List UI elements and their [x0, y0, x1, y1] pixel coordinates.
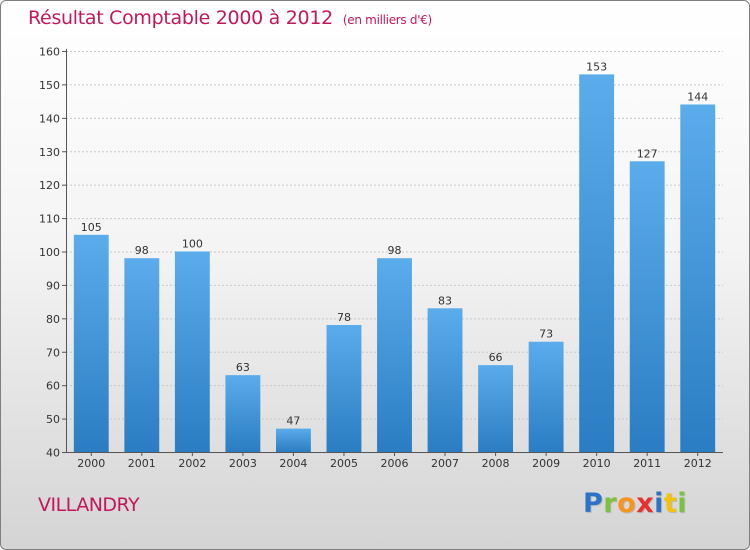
bar-value-label: 153 — [586, 60, 607, 73]
y-tick-label: 130 — [39, 146, 60, 159]
bar-value-label: 73 — [539, 328, 553, 341]
bar-value-label: 78 — [337, 311, 351, 324]
bar-value-label: 47 — [286, 415, 300, 428]
bar — [174, 251, 210, 452]
bar — [478, 365, 514, 452]
y-tick-label: 150 — [39, 79, 60, 92]
logo-letter: i — [654, 488, 664, 519]
y-tick-label: 100 — [39, 246, 60, 259]
x-tick-label: 2003 — [229, 457, 257, 470]
x-tick-label: 2001 — [128, 457, 156, 470]
bar — [326, 325, 362, 452]
logo-letter: P — [583, 488, 604, 519]
x-tick-label: 2010 — [583, 457, 611, 470]
x-tick-label: 2012 — [684, 457, 712, 470]
y-tick-label: 90 — [46, 279, 60, 292]
bar-layer — [73, 74, 716, 453]
logo-letter: o — [617, 488, 637, 519]
x-tick-label: 2005 — [330, 457, 358, 470]
y-tick-label: 160 — [39, 46, 60, 59]
y-tick-label: 60 — [46, 380, 60, 393]
logo-letter: t — [663, 488, 678, 519]
bar-value-label: 127 — [637, 147, 658, 160]
bar-value-label: 100 — [182, 238, 203, 251]
bar — [680, 104, 716, 452]
logo-letter: x — [636, 488, 655, 519]
proxiti-logo[interactable]: Proxiti — [583, 488, 687, 519]
x-tick-label: 2004 — [279, 457, 307, 470]
bar-value-label: 83 — [438, 294, 452, 307]
x-tick-label: 2008 — [482, 457, 510, 470]
bar-value-label: 105 — [81, 221, 102, 234]
y-tick-label: 120 — [39, 179, 60, 192]
bar — [579, 74, 615, 453]
bar — [275, 428, 311, 452]
bar — [225, 375, 261, 452]
place-name: VILLANDRY — [38, 494, 140, 516]
y-tick-label: 110 — [39, 213, 60, 226]
x-tick-label: 2006 — [381, 457, 409, 470]
y-tick-label: 80 — [46, 313, 60, 326]
chart-subtitle: (en milliers d'€) — [342, 13, 432, 27]
chart-title-text: Résultat Comptable 2000 à 2012 — [28, 7, 333, 29]
bar — [124, 258, 160, 452]
bar-value-label: 98 — [388, 244, 402, 257]
bar — [377, 258, 412, 452]
chart-title: Résultat Comptable 2000 à 2012 (en millie… — [28, 7, 432, 29]
x-tick-label: 2011 — [633, 457, 661, 470]
bar — [427, 308, 463, 452]
y-tick-label: 70 — [46, 346, 60, 359]
axis-layer: 40 50 60 70 80 90 100 110 120 130 140 150 160 2000 200… — [39, 46, 723, 470]
logo-letter: i — [677, 488, 688, 519]
y-tick-label: 50 — [46, 413, 60, 426]
bar-value-label: 63 — [236, 361, 250, 374]
bar — [528, 341, 564, 452]
bar — [629, 161, 665, 452]
logo-letter: r — [603, 488, 618, 519]
bar-value-label: 98 — [135, 244, 149, 257]
bar — [73, 234, 109, 452]
x-tick-label: 2007 — [431, 457, 459, 470]
y-tick-label: 140 — [39, 112, 60, 125]
x-tick-label: 2009 — [532, 457, 560, 470]
x-tick-label: 2000 — [77, 457, 105, 470]
y-tick-label: 40 — [46, 447, 60, 460]
x-tick-label: 2002 — [178, 457, 206, 470]
bar-value-label: 66 — [489, 351, 503, 364]
label-layer: 105 98 100 63 47 78 98 83 66 73 153 127 144 — [81, 60, 708, 427]
bar-value-label: 144 — [687, 90, 708, 103]
